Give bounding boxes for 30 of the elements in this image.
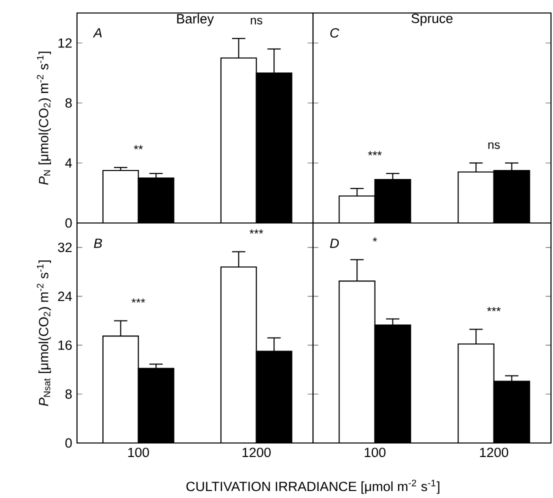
chart-title: Barley bbox=[177, 14, 214, 26]
annotation: D bbox=[330, 238, 339, 248]
annotation: ns bbox=[488, 142, 500, 149]
annotation: * bbox=[372, 237, 378, 242]
x-tick-label: 1200 bbox=[480, 448, 508, 458]
annotation: A bbox=[92, 28, 102, 38]
annotation: *** bbox=[487, 307, 501, 312]
y-tick-label: 24 bbox=[58, 292, 72, 301]
annotation: ** bbox=[134, 145, 143, 150]
y-tick-label: 8 bbox=[65, 98, 72, 108]
y-tick-label: 0 bbox=[65, 218, 72, 228]
annotation: *** bbox=[250, 229, 264, 234]
annotation: ns bbox=[250, 18, 262, 24]
y-tick-label: 8 bbox=[65, 389, 72, 399]
annotation: *** bbox=[368, 151, 382, 156]
x-tick-label: 1200 bbox=[242, 448, 271, 458]
chart-title: Spruce bbox=[411, 14, 453, 26]
y-tick-label: 4 bbox=[65, 158, 72, 168]
y-tick-label: 32 bbox=[58, 242, 72, 252]
y-tick-label: 0 bbox=[65, 438, 72, 448]
y-tick-label: 12 bbox=[58, 38, 72, 48]
annotation: *** bbox=[132, 298, 146, 303]
y-tick-label: 16 bbox=[58, 340, 72, 350]
annotation: B bbox=[94, 238, 102, 248]
x-tick-label: 100 bbox=[128, 448, 149, 458]
x-axis-title: CULTIVATION IRRADIANCE [μmol m$^{-2}$ s$^{-1}$] bbox=[186, 480, 440, 494]
text: P$_{Nsat}$ [μmol(CO$_{2}$) m$^{-2}$ s$^{-1}$] bbox=[36, 260, 51, 406]
x-tick-label: 100 bbox=[364, 448, 386, 458]
annotation: C bbox=[330, 28, 340, 38]
text: P$_{N}$ [μmol(CO$_{2}$) m$^{-2}$ s$^{-1}$] bbox=[36, 52, 51, 185]
